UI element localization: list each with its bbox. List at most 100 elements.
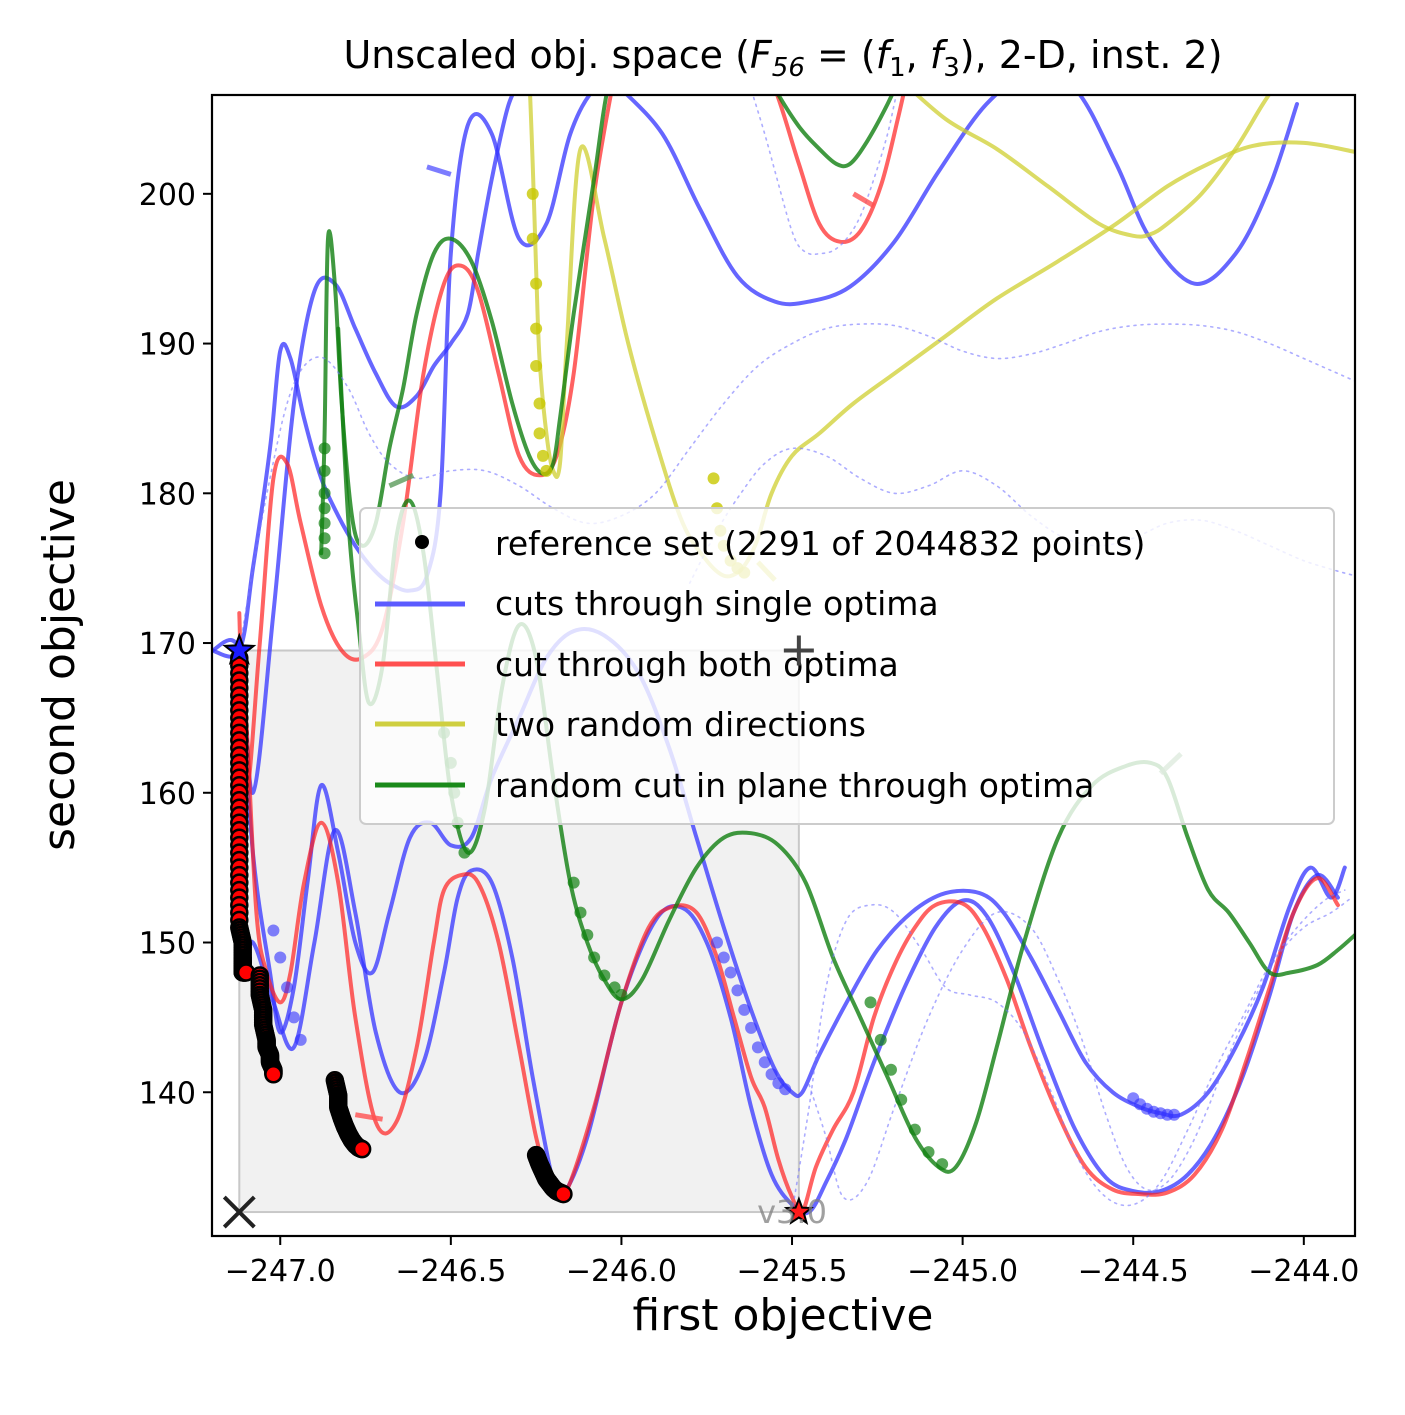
blue-sample-point-0-8 bbox=[765, 1068, 778, 1081]
series-line-cuts-through-single-optima-2 bbox=[624, 95, 1299, 307]
green-sample-point-1-4 bbox=[458, 846, 471, 859]
green-sample-point-3-6 bbox=[936, 1158, 949, 1171]
green-sample-point-0-4 bbox=[318, 517, 331, 530]
version-label: v3.0 bbox=[757, 1193, 827, 1231]
y-axis-label: second objective bbox=[34, 479, 85, 851]
series-line-cuts-through-single-optima-4 bbox=[237, 828, 1340, 1216]
yellow-sample-point-0-5 bbox=[533, 397, 546, 410]
blue-sample-point-2-3 bbox=[287, 1011, 300, 1024]
legend-box bbox=[359, 507, 1335, 825]
green-sample-point-3-0 bbox=[864, 996, 877, 1009]
blue-sample-point-0-2 bbox=[724, 966, 737, 979]
series-line-two-random-directions-9 bbox=[914, 95, 1272, 239]
green-sample-point-3-4 bbox=[908, 1123, 921, 1136]
green-sample-point-3-5 bbox=[922, 1146, 935, 1159]
green-sample-point-0-5 bbox=[318, 532, 331, 545]
axes-frame bbox=[210, 93, 1357, 1238]
yellow-sample-point-0-0 bbox=[526, 187, 539, 200]
dash-marker-1 bbox=[852, 191, 876, 208]
yellow-sample-point-0-6 bbox=[533, 427, 546, 440]
series-line-auxiliary-dotted-cut-17 bbox=[752, 95, 898, 256]
yellow-sample-point-0-8 bbox=[540, 464, 553, 477]
y-tick-label-4: 180 bbox=[139, 477, 196, 512]
x-axis-label: first objective bbox=[633, 1290, 934, 1341]
blue-sample-point-0-1 bbox=[717, 951, 730, 964]
series-line-auxiliary-dotted-cut-16 bbox=[808, 896, 1353, 1201]
chart-title: Unscaled obj. space (F56 = (f1, f3), 2-D… bbox=[343, 33, 1222, 83]
legend: reference set (2291 of 2044832 points) c… bbox=[359, 507, 1335, 825]
yellow-sample-point-0-7 bbox=[536, 449, 549, 462]
optimum-1-star bbox=[222, 632, 257, 666]
green-sample-point-3-3 bbox=[895, 1093, 908, 1106]
green-sample-point-0-6 bbox=[318, 547, 331, 560]
yellow-sample-point-1-0 bbox=[707, 472, 720, 485]
legend-label-reference-set: reference set (2291 of 2044832 points) bbox=[495, 524, 1145, 563]
ref-points-fan-3-point-end bbox=[352, 1139, 372, 1159]
y-tick-label-0: 140 bbox=[139, 1076, 196, 1111]
series-line-two-random-directions-8 bbox=[528, 95, 1355, 579]
yellow-sample-point-0-2 bbox=[530, 277, 543, 290]
ref-points-fan-4-point-end bbox=[554, 1184, 573, 1204]
series-line-random-cut-in-plane-through-optima-10 bbox=[319, 95, 609, 556]
green-sample-point-0-2 bbox=[318, 487, 331, 500]
blue-sample-point-1-6 bbox=[1168, 1108, 1181, 1121]
legend-label-both-optima: cut through both optima bbox=[495, 645, 899, 684]
blue-sample-point-0-10 bbox=[779, 1083, 792, 1096]
y-tick-label-1: 150 bbox=[139, 927, 196, 962]
y-tick-label-6: 200 bbox=[139, 178, 196, 213]
axis-ticks: −247.0 −246.5 −246.0 −245.5 −245.0 −244.5 −244… bbox=[139, 178, 1360, 1289]
blue-sample-point-0-3 bbox=[731, 984, 744, 997]
ideal-point-marker bbox=[222, 1195, 256, 1229]
x-tick-label-6: −244.0 bbox=[1248, 1254, 1359, 1289]
legend-label-single-optima: cuts through single optima bbox=[495, 584, 939, 623]
blue-sample-point-2-2 bbox=[281, 981, 294, 994]
yellow-sample-point-0-3 bbox=[530, 322, 543, 335]
ref-points-fan-2-point-end bbox=[264, 1065, 283, 1084]
series-line-random-cut-in-plane-through-optima-12 bbox=[776, 95, 895, 169]
green-sample-point-2-4 bbox=[598, 969, 611, 982]
x-tick-label-3: −245.5 bbox=[737, 1254, 848, 1289]
series-line-cuts-through-single-optima-1 bbox=[212, 95, 515, 795]
blue-sample-point-2-0 bbox=[267, 924, 280, 937]
legend-label-random-cut: random cut in plane through optima bbox=[495, 766, 1094, 805]
green-sample-point-2-6 bbox=[615, 988, 628, 1001]
x-tick-label-1: −246.5 bbox=[395, 1254, 506, 1289]
yellow-sample-point-0-4 bbox=[530, 360, 543, 373]
optimum-2-star bbox=[783, 1196, 814, 1225]
dash-marker-2 bbox=[354, 1112, 384, 1122]
blue-sample-point-0-5 bbox=[745, 1021, 758, 1034]
series-line-cut-through-both-optima-5 bbox=[237, 648, 1340, 1216]
green-sample-point-2-2 bbox=[581, 929, 594, 942]
legend-label-random-directions: two random directions bbox=[495, 705, 866, 744]
dash-marker-3 bbox=[388, 473, 415, 489]
dash-marker-0 bbox=[426, 164, 452, 177]
green-sample-point-0-0 bbox=[318, 442, 331, 455]
green-sample-point-0-1 bbox=[318, 464, 331, 477]
x-tick-label-5: −244.5 bbox=[1078, 1254, 1189, 1289]
y-tick-label-3: 170 bbox=[139, 627, 196, 662]
x-tick-label-0: −247.0 bbox=[225, 1254, 336, 1289]
blue-sample-point-2-4 bbox=[294, 1033, 307, 1046]
blue-sample-point-0-7 bbox=[758, 1056, 771, 1069]
blue-sample-point-2-1 bbox=[274, 951, 287, 964]
blue-sample-point-0-4 bbox=[738, 1003, 751, 1016]
green-sample-point-2-3 bbox=[588, 951, 601, 964]
blue-sample-point-0-0 bbox=[710, 936, 723, 949]
y-tick-label-5: 190 bbox=[139, 328, 196, 363]
y-tick-label-2: 160 bbox=[139, 777, 196, 812]
yellow-sample-point-0-1 bbox=[526, 232, 539, 245]
green-sample-point-3-1 bbox=[874, 1033, 887, 1046]
green-sample-point-2-1 bbox=[574, 906, 587, 919]
nadir-point-marker bbox=[783, 635, 814, 666]
annotation-overlay: v3.0 bbox=[222, 632, 827, 1231]
series-line-cut-through-both-optima-7 bbox=[775, 95, 906, 245]
blue-sample-point-0-6 bbox=[751, 1041, 764, 1054]
legend-marker-reference-set bbox=[415, 535, 429, 549]
x-tick-label-4: −245.0 bbox=[907, 1254, 1018, 1289]
green-sample-point-0-3 bbox=[318, 502, 331, 515]
x-tick-label-2: −246.0 bbox=[566, 1254, 677, 1289]
green-sample-point-2-0 bbox=[567, 876, 580, 889]
green-sample-point-3-2 bbox=[884, 1063, 897, 1076]
